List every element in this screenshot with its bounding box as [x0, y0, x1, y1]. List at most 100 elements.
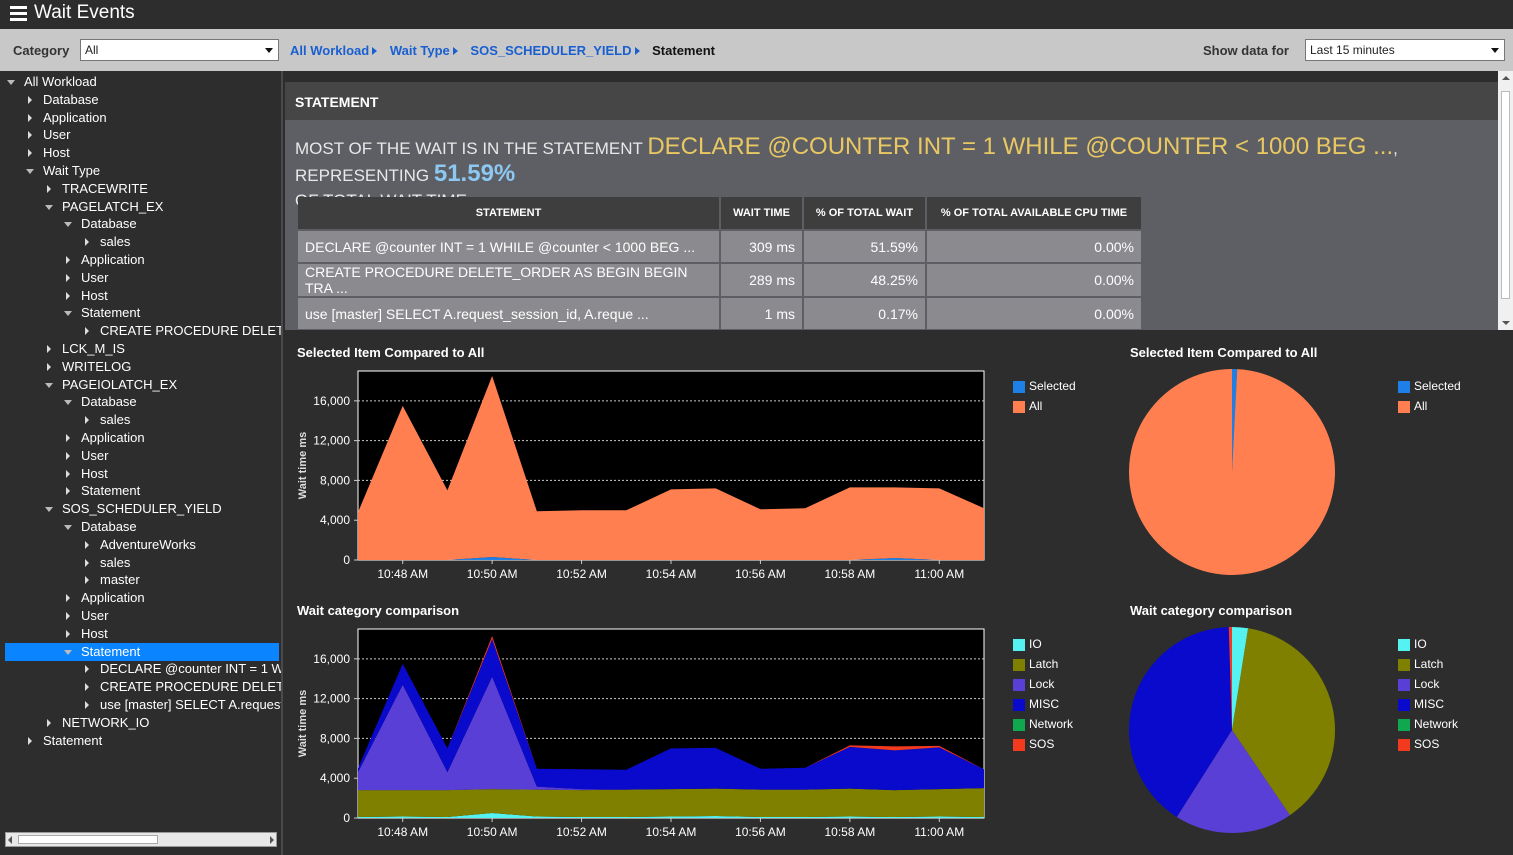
tree-expanded-icon[interactable] [45, 382, 53, 388]
scroll-right-icon[interactable] [270, 836, 274, 844]
column-header-statement[interactable]: STATEMENT [298, 197, 719, 229]
tree-collapsed-icon[interactable] [66, 273, 70, 282]
tree-item-sos-scheduler-yield[interactable]: SOS_SCHEDULER_YIELD [0, 500, 281, 518]
column-header-pct-total-wait[interactable]: % OF TOTAL WAIT [804, 197, 925, 229]
tree-collapsed-icon[interactable] [66, 451, 70, 460]
tree-item-database[interactable]: Database [0, 91, 281, 109]
tree-item-statement[interactable]: Statement [0, 482, 281, 500]
tree-expanded-icon[interactable] [45, 204, 53, 210]
tree-item-network-io[interactable]: NETWORK_IO [0, 714, 281, 732]
tree-item-database[interactable]: Database [0, 393, 281, 411]
tree-collapsed-icon[interactable] [28, 113, 32, 122]
vertical-scrollbar[interactable] [1498, 71, 1513, 330]
breadcrumb-wait-type[interactable]: Wait Type [389, 43, 450, 58]
tree-item-user[interactable]: User [0, 126, 281, 144]
tree-item-declare-counter-int-1-w[interactable]: DECLARE @counter INT = 1 W [0, 660, 281, 678]
tree-expanded-icon[interactable] [64, 222, 72, 228]
table-row[interactable]: CREATE PROCEDURE DELETE_ORDER AS BEGIN B… [298, 264, 1141, 296]
tree-item-statement[interactable]: Statement [0, 732, 281, 750]
tree-collapsed-icon[interactable] [66, 256, 70, 264]
tree-item-all-workload[interactable]: All Workload [0, 73, 281, 91]
tree-collapsed-icon[interactable] [85, 665, 89, 674]
tree-expanded-icon[interactable] [64, 649, 72, 655]
tree-collapsed-icon[interactable] [28, 149, 32, 158]
category-select[interactable]: All [80, 39, 279, 61]
table-row[interactable]: DECLARE @counter INT = 1 WHILE @counter … [298, 231, 1141, 262]
tree-collapsed-icon[interactable] [47, 362, 51, 371]
tree-expanded-icon[interactable] [64, 311, 72, 317]
scroll-up-icon[interactable] [1502, 76, 1510, 80]
horizontal-scrollbar[interactable] [5, 832, 277, 847]
tree-item-application[interactable]: Application [0, 251, 281, 269]
tree-item-statement[interactable]: Statement [5, 642, 279, 661]
tree-item-host[interactable]: Host [0, 144, 281, 162]
tree-item-create-procedure-delete[interactable]: CREATE PROCEDURE DELETE_( [0, 322, 281, 340]
tree-collapsed-icon[interactable] [85, 416, 89, 425]
tree-item-database[interactable]: Database [0, 518, 281, 536]
table-row[interactable]: use [master] SELECT A.request_session_id… [298, 298, 1141, 329]
scroll-left-icon[interactable] [8, 836, 12, 844]
tree-item-host[interactable]: Host [0, 287, 281, 305]
tree-item-use-master-select-a-request[interactable]: use [master] SELECT A.request [0, 696, 281, 714]
tree-item-statement[interactable]: Statement [0, 304, 281, 322]
tree-item-adventureworks[interactable]: AdventureWorks [0, 536, 281, 554]
tree-item-sales[interactable]: sales [0, 233, 281, 251]
tree-expanded-icon[interactable] [26, 169, 34, 174]
tree-item-user[interactable]: User [0, 607, 281, 625]
tree-expanded-icon[interactable] [64, 525, 72, 530]
cell-pct-total-wait: 51.59% [804, 231, 925, 262]
pie-slice-lock [1176, 730, 1290, 833]
tree-item-pageiolatch-ex[interactable]: PAGEIOLATCH_EX [0, 376, 281, 394]
tree-collapsed-icon[interactable] [85, 701, 89, 709]
column-header-pct-cpu-time[interactable]: % OF TOTAL AVAILABLE CPU TIME [927, 197, 1141, 229]
tree-collapsed-icon[interactable] [47, 345, 51, 353]
tree-collapsed-icon[interactable] [28, 736, 32, 745]
column-header-wait-time[interactable]: WAIT TIME [721, 197, 802, 229]
tree-item-wait-type[interactable]: Wait Type [0, 162, 281, 180]
tree-item-pagelatch-ex[interactable]: PAGELATCH_EX [0, 198, 281, 216]
tree-item-host[interactable]: Host [0, 465, 281, 483]
tree-collapsed-icon[interactable] [85, 540, 89, 549]
time-range-select[interactable]: Last 15 minutes [1305, 39, 1505, 61]
tree-collapsed-icon[interactable] [66, 487, 70, 496]
tree-collapsed-icon[interactable] [28, 95, 32, 104]
tree-collapsed-icon[interactable] [66, 434, 70, 442]
tree-item-master[interactable]: master [0, 571, 281, 589]
tree-collapsed-icon[interactable] [85, 327, 89, 336]
tree-item-user[interactable]: User [0, 447, 281, 465]
scrollbar-thumb[interactable] [1501, 91, 1510, 299]
tree-collapsed-icon[interactable] [47, 184, 51, 193]
tree-collapsed-icon[interactable] [66, 291, 70, 300]
tree-expanded-icon[interactable] [45, 507, 53, 513]
breadcrumb-all-workload[interactable]: All Workload [290, 43, 370, 58]
tree-item-sales[interactable]: sales [0, 411, 281, 429]
tree-collapsed-icon[interactable] [85, 238, 89, 247]
tree-collapsed-icon[interactable] [66, 469, 70, 478]
tree-item-application[interactable]: Application [0, 429, 281, 447]
x-tick-label: 10:50 AM [467, 825, 518, 839]
tree-item-application[interactable]: Application [0, 589, 281, 607]
tree-item-writelog[interactable]: WRITELOG [0, 358, 281, 376]
tree-item-host[interactable]: Host [0, 625, 281, 643]
tree-item-create-procedure-delete[interactable]: CREATE PROCEDURE DELETE_( [0, 678, 281, 696]
breadcrumb-sos-scheduler-yield[interactable]: SOS_SCHEDULER_YIELD [470, 43, 632, 58]
tree-collapsed-icon[interactable] [85, 683, 89, 692]
tree-collapsed-icon[interactable] [28, 131, 32, 140]
tree-expanded-icon[interactable] [7, 80, 15, 85]
tree-collapsed-icon[interactable] [85, 558, 89, 567]
tree-item-database[interactable]: Database [0, 215, 281, 233]
tree-collapsed-icon[interactable] [47, 718, 51, 727]
tree-collapsed-icon[interactable] [66, 629, 70, 638]
tree-item-application[interactable]: Application [0, 109, 281, 127]
scrollbar-thumb[interactable] [18, 835, 158, 844]
tree-item-lck-m-is[interactable]: LCK_M_IS [0, 340, 281, 358]
tree-collapsed-icon[interactable] [66, 612, 70, 620]
hamburger-menu-icon[interactable] [10, 6, 27, 22]
tree-item-user[interactable]: User [0, 269, 281, 287]
scroll-down-icon[interactable] [1502, 321, 1510, 325]
tree-collapsed-icon[interactable] [66, 594, 70, 603]
tree-item-tracewrite[interactable]: TRACEWRITE [0, 180, 281, 198]
tree-item-sales[interactable]: sales [0, 554, 281, 572]
tree-expanded-icon[interactable] [64, 400, 72, 406]
tree-collapsed-icon[interactable] [85, 576, 89, 585]
